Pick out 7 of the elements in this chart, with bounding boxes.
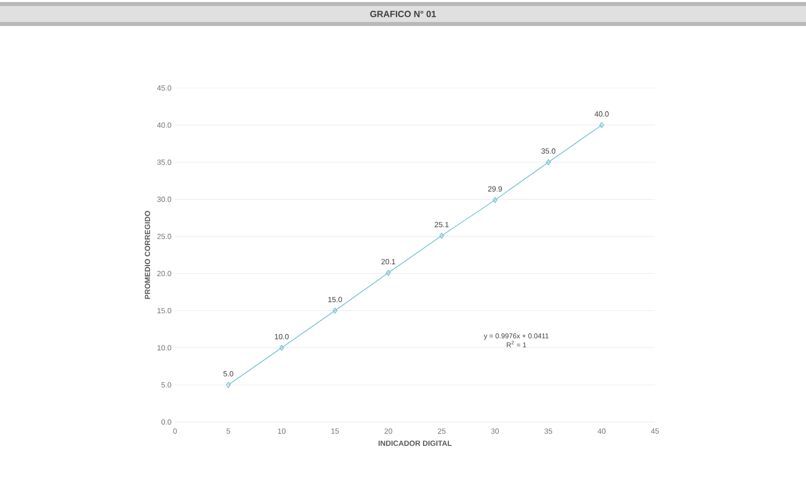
point: [279, 344, 284, 351]
point: [492, 197, 498, 204]
point: [332, 308, 338, 314]
point: [439, 232, 444, 239]
point: [386, 270, 391, 276]
point: [546, 159, 551, 166]
chart-title: GRAFICO N° 01: [370, 10, 436, 18]
